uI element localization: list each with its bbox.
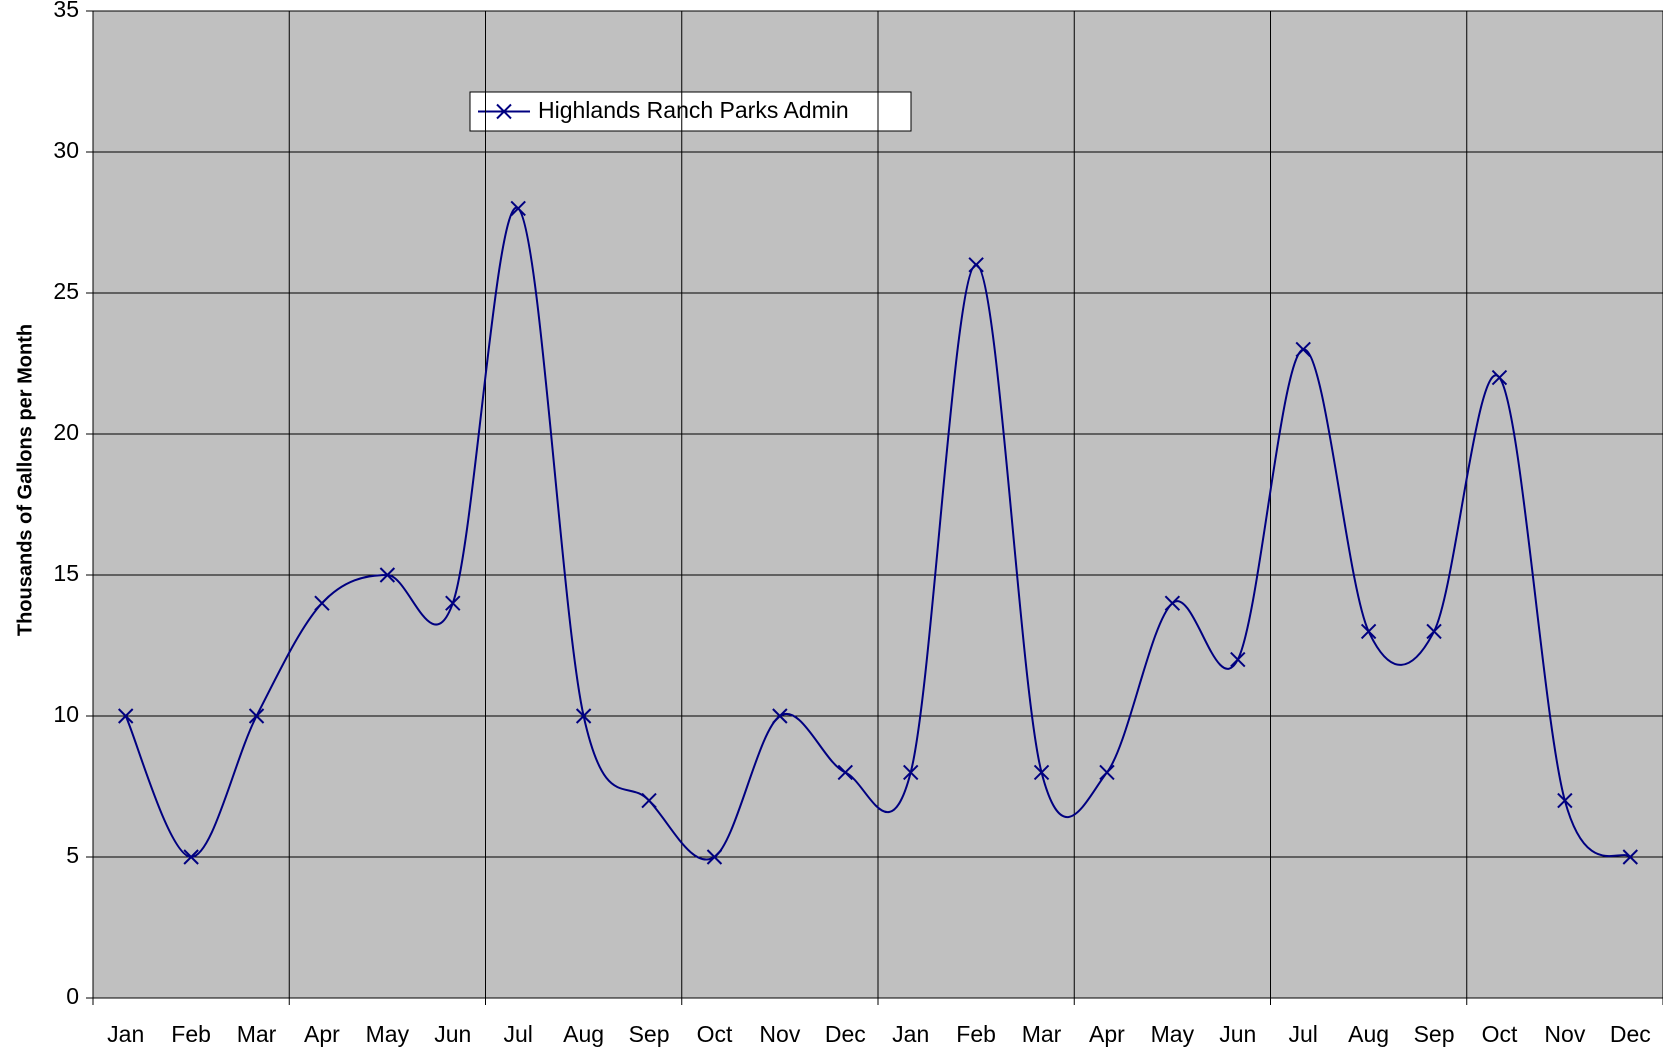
y-tick-label: 25 — [53, 278, 79, 304]
x-tick-label: Aug — [563, 1021, 604, 1047]
point-marker — [118, 708, 134, 724]
x-tick-label: Jan — [892, 1021, 929, 1047]
y-tick-label: 10 — [53, 701, 79, 727]
x-tick-label: Sep — [629, 1021, 670, 1047]
y-tick-label: 5 — [66, 842, 79, 868]
point-marker — [772, 708, 788, 724]
x-tick-label: May — [366, 1021, 410, 1047]
y-tick-label: 35 — [53, 0, 79, 22]
x-tick-label: Apr — [1089, 1021, 1125, 1047]
point-marker — [1622, 849, 1638, 865]
x-tick-label: Oct — [1482, 1021, 1518, 1047]
x-tick-label: Nov — [759, 1021, 800, 1047]
point-marker — [837, 764, 853, 781]
legend-marker — [496, 103, 512, 120]
x-tick-label: Dec — [825, 1021, 866, 1047]
x-tick-label: Jan — [107, 1021, 144, 1047]
x-tick-label: Jun — [1219, 1021, 1256, 1047]
x-tick-label: Mar — [1022, 1021, 1062, 1047]
legend-box — [469, 91, 912, 132]
point-marker — [1295, 341, 1311, 358]
point-marker — [575, 708, 592, 724]
x-tick-label: Feb — [171, 1021, 211, 1047]
x-tick-label: Feb — [956, 1021, 996, 1047]
y-tick-label: 15 — [53, 560, 79, 586]
x-tick-label: May — [1151, 1021, 1195, 1047]
x-tick-label: Dec — [1610, 1021, 1651, 1047]
point-marker — [1230, 651, 1246, 668]
legend: Highlands Ranch Parks Admin — [469, 91, 912, 132]
x-tick-label: Mar — [237, 1021, 277, 1047]
x-tick-label: Apr — [304, 1021, 340, 1047]
point-marker — [903, 764, 919, 781]
x-tick-label: Sep — [1414, 1021, 1455, 1047]
x-tick-label: Jul — [504, 1021, 533, 1047]
x-tick-label: Jun — [434, 1021, 471, 1047]
y-tick-label: 30 — [53, 137, 79, 163]
point-marker — [1491, 369, 1508, 386]
series-line — [124, 207, 1631, 861]
x-tick-label: Nov — [1544, 1021, 1585, 1047]
legend-label: Highlands Ranch Parks Admin — [538, 97, 849, 123]
point-marker — [1557, 792, 1573, 809]
y-axis-label: Thousands of Gallons per Month — [14, 324, 36, 636]
x-tick-label: Aug — [1348, 1021, 1389, 1047]
point-marker — [1360, 623, 1377, 640]
x-tick-label: Oct — [697, 1021, 733, 1047]
point-marker — [379, 567, 396, 583]
y-tick-label: 20 — [53, 419, 79, 445]
point-marker — [1164, 595, 1181, 611]
point-marker — [445, 595, 461, 611]
point-marker — [1099, 764, 1115, 781]
point-marker — [641, 792, 657, 809]
point-marker — [314, 595, 330, 611]
point-marker — [248, 708, 265, 724]
y-tick-label: 0 — [66, 983, 79, 1009]
point-marker — [968, 257, 984, 273]
point-marker — [183, 849, 199, 865]
x-tick-label: Jul — [1289, 1021, 1318, 1047]
point-marker — [1033, 764, 1050, 781]
point-marker — [706, 849, 723, 865]
point-marker — [1426, 623, 1442, 640]
point-marker — [510, 200, 526, 217]
